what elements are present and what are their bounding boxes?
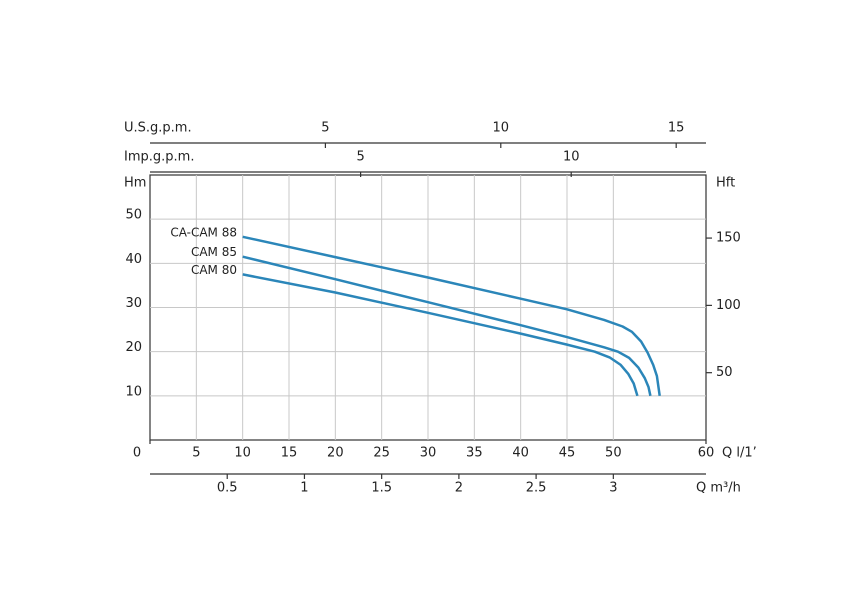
y2-axis-label: Hft — [716, 176, 735, 191]
series-label: CAM 80 — [191, 263, 237, 277]
x-tick-label: 20 — [327, 446, 344, 461]
x-tick-label: 30 — [420, 446, 437, 461]
y2-tick-label: 50 — [716, 365, 733, 380]
pump-curve — [242, 255, 652, 397]
x-tick-label: 5 — [321, 121, 329, 136]
x-tick-label: 0.5 — [217, 481, 238, 496]
series-label: CA-CAM 88 — [170, 225, 237, 239]
x-tick-label: 25 — [373, 446, 390, 461]
y2-tick-label: 150 — [716, 231, 741, 246]
series-label: CAM 85 — [191, 245, 237, 259]
axis-label: Imp.g.p.m. — [124, 150, 194, 165]
y-tick-label: 40 — [125, 252, 142, 267]
x-tick-label: 5 — [192, 446, 200, 461]
y2-tick-label: 100 — [716, 298, 741, 313]
pump-curve — [242, 235, 661, 396]
axis-label: Q m³/h — [696, 481, 741, 496]
x-tick-label: 2.5 — [526, 481, 547, 496]
x-tick-label: 10 — [563, 150, 580, 165]
x-tick-label: 10 — [234, 446, 251, 461]
x-tick-label: 45 — [559, 446, 576, 461]
y-tick-label: 20 — [125, 340, 142, 355]
x-tick-label: 1 — [300, 481, 308, 496]
x-tick-label: 5 — [356, 150, 364, 165]
axis-label: U.S.g.p.m. — [124, 121, 192, 136]
x-tick-label: 50 — [605, 446, 622, 461]
pump-curve — [242, 273, 639, 397]
x-tick-label: 15 — [281, 446, 298, 461]
x-tick-label: 2 — [455, 481, 463, 496]
x-tick-label: 1.5 — [371, 481, 392, 496]
y-tick-label: 50 — [125, 208, 142, 223]
x-tick-label: 35 — [466, 446, 483, 461]
y-tick-label: 10 — [125, 384, 142, 399]
y-axis-label: Hm — [124, 176, 146, 191]
x-tick-label: 60 — [698, 446, 715, 461]
x-tick-label: 10 — [493, 121, 510, 136]
x-tick-label: 3 — [609, 481, 617, 496]
x-tick-label: 0 — [133, 446, 141, 461]
x-tick-label: 15 — [668, 121, 685, 136]
y-tick-label: 30 — [125, 296, 142, 311]
x-tick-label: 40 — [512, 446, 529, 461]
x-axis-label: Q l/1’ — [722, 446, 757, 461]
